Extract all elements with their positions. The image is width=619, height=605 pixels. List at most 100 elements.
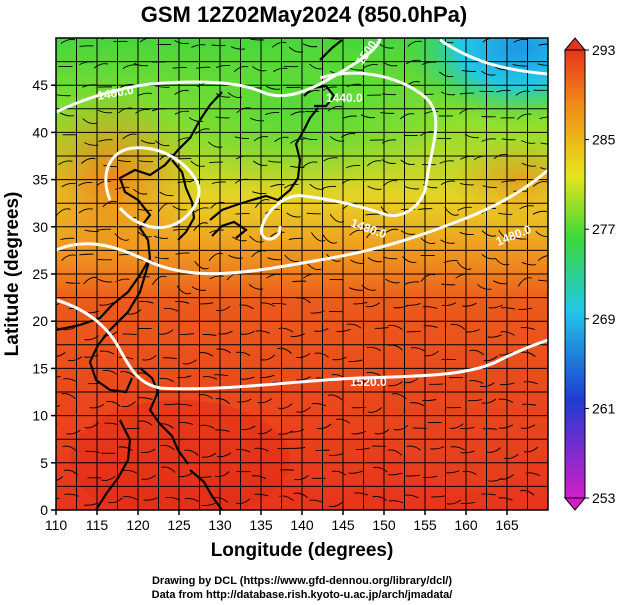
streamline xyxy=(211,44,226,47)
streamline xyxy=(439,71,454,78)
streamline xyxy=(271,41,287,48)
streamline xyxy=(64,493,79,497)
streamline xyxy=(152,275,167,286)
streamline xyxy=(65,282,80,284)
streamline xyxy=(498,229,513,240)
streamline xyxy=(481,138,496,142)
streamline xyxy=(155,85,170,88)
streamline xyxy=(96,180,111,186)
streamline xyxy=(420,273,436,282)
streamline xyxy=(501,138,516,141)
streamline xyxy=(115,278,130,283)
streamline xyxy=(329,453,344,456)
streamline xyxy=(296,406,311,413)
streamline xyxy=(251,475,267,480)
streamline xyxy=(522,403,537,406)
streamline xyxy=(284,254,299,262)
streamline xyxy=(374,429,390,435)
streamline xyxy=(400,159,415,166)
streamline xyxy=(161,466,176,473)
x-tick-label: 155 xyxy=(413,517,437,533)
streamline xyxy=(172,66,187,69)
streamline xyxy=(240,376,255,380)
streamline xyxy=(59,112,75,117)
streamline xyxy=(194,260,209,270)
streamline xyxy=(267,257,282,261)
streamline xyxy=(420,237,436,244)
streamline xyxy=(253,160,268,166)
coastlines xyxy=(56,39,343,510)
streamline xyxy=(393,305,408,309)
streamline xyxy=(521,351,536,358)
streamline xyxy=(236,107,251,113)
y-tick-label: 25 xyxy=(32,266,48,282)
streamline xyxy=(440,180,455,186)
streamline xyxy=(346,83,361,88)
streamline xyxy=(404,494,419,499)
streamline xyxy=(79,45,94,47)
streamline xyxy=(382,93,397,96)
streamline xyxy=(473,155,489,160)
streamline xyxy=(61,393,76,400)
streamline xyxy=(82,118,97,125)
x-tick-label: 160 xyxy=(454,517,478,533)
streamline xyxy=(215,305,231,312)
y-tick-label: 45 xyxy=(32,77,48,93)
streamline xyxy=(118,446,133,451)
streamline xyxy=(431,495,446,498)
streamline xyxy=(99,302,114,306)
streamline xyxy=(122,333,137,336)
streamline xyxy=(538,43,548,46)
streamline xyxy=(500,382,515,386)
height-contours xyxy=(56,38,548,391)
streamline xyxy=(352,381,367,384)
x-tick-label: 165 xyxy=(495,517,519,533)
streamline xyxy=(227,92,243,98)
streamline xyxy=(172,205,187,211)
streamline xyxy=(361,284,376,291)
streamline xyxy=(122,64,137,69)
streamline xyxy=(365,213,380,216)
streamline xyxy=(215,116,230,119)
streamline xyxy=(481,70,496,76)
streamline xyxy=(260,302,275,307)
streamline xyxy=(89,404,105,409)
streamline xyxy=(127,309,142,315)
streamline xyxy=(177,403,193,407)
colorbar-scale xyxy=(564,49,586,499)
streamline xyxy=(96,228,112,231)
streamline xyxy=(459,231,474,236)
streamline xyxy=(421,61,437,66)
streamline xyxy=(248,284,264,290)
streamline xyxy=(252,191,267,195)
streamline xyxy=(498,398,514,403)
streamline xyxy=(383,228,399,235)
streamline xyxy=(265,85,281,90)
streamline xyxy=(494,257,510,266)
streamline xyxy=(440,91,456,96)
y-tick-label: 40 xyxy=(32,124,48,140)
streamline xyxy=(215,64,231,69)
streamline xyxy=(460,501,475,505)
streamline xyxy=(137,92,152,97)
streamline xyxy=(405,474,420,477)
y-tick-label: 35 xyxy=(32,172,48,188)
streamline xyxy=(122,133,137,140)
credit-data: Data from http://database.rish.kyoto-u.a… xyxy=(152,589,453,601)
streamline xyxy=(374,327,389,329)
streamline xyxy=(209,275,224,280)
streamline xyxy=(202,334,217,336)
streamline xyxy=(60,237,75,241)
streamline xyxy=(215,471,230,478)
streamline xyxy=(260,374,275,378)
streamline xyxy=(184,449,199,456)
streamline xyxy=(327,394,343,401)
streamline xyxy=(56,303,60,306)
streamline xyxy=(335,418,351,424)
streamline xyxy=(67,356,83,362)
streamline xyxy=(329,136,345,142)
streamline xyxy=(201,452,217,458)
streamline xyxy=(329,213,345,223)
streamline xyxy=(260,354,276,361)
streamline xyxy=(464,133,479,139)
